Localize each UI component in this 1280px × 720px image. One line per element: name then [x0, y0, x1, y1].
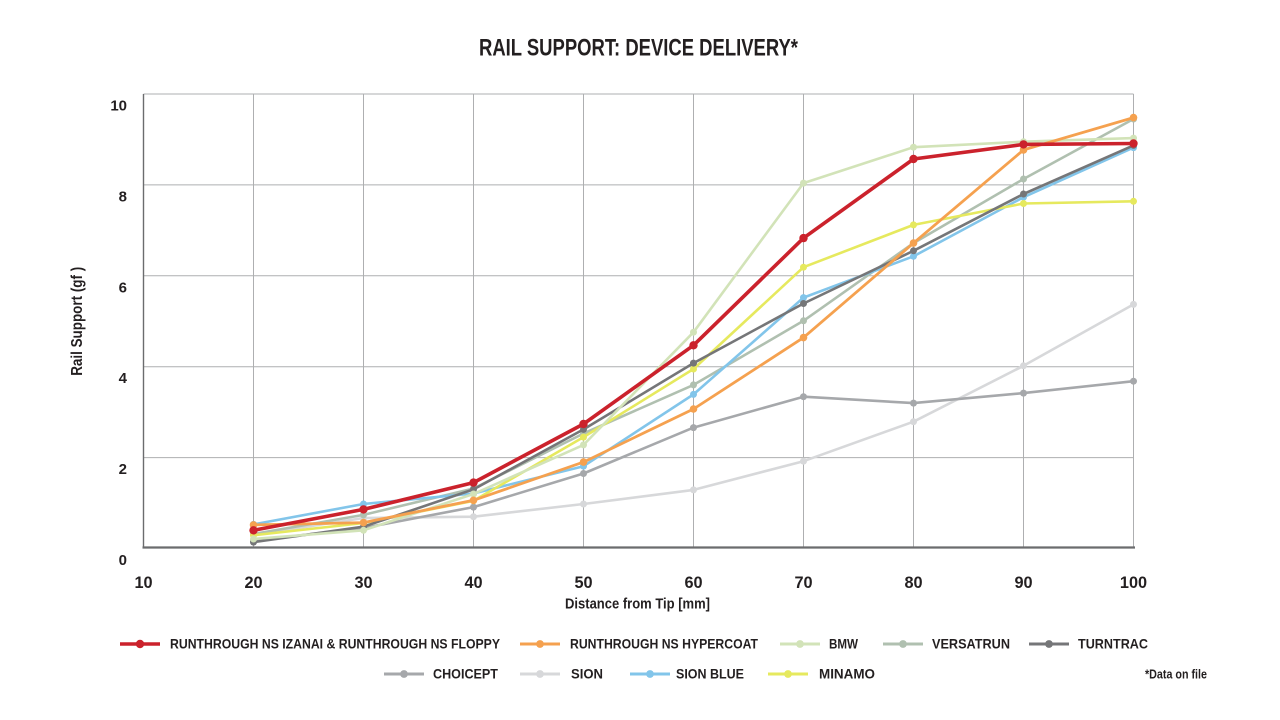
svg-text:70: 70	[794, 574, 812, 592]
svg-text:CHOICEPT: CHOICEPT	[433, 666, 498, 682]
svg-text:RAIL SUPPORT: DEVICE DELIVERY*: RAIL SUPPORT: DEVICE DELIVERY*	[479, 34, 798, 61]
svg-text:2: 2	[119, 461, 127, 478]
svg-text:6: 6	[119, 279, 127, 296]
svg-text:100: 100	[1120, 574, 1147, 592]
svg-text:Rail Support (gf ): Rail Support (gf )	[69, 267, 86, 376]
svg-text:50: 50	[574, 574, 592, 592]
svg-text:90: 90	[1014, 574, 1032, 592]
svg-text:VERSATRUN: VERSATRUN	[932, 636, 1010, 652]
svg-text:60: 60	[684, 574, 702, 592]
svg-text:*Data on file: *Data on file	[1145, 668, 1207, 682]
svg-text:20: 20	[244, 574, 262, 592]
svg-text:BMW: BMW	[829, 636, 859, 652]
svg-text:RUNTHROUGH NS HYPERCOAT: RUNTHROUGH NS HYPERCOAT	[570, 636, 758, 652]
svg-text:80: 80	[904, 574, 922, 592]
svg-text:40: 40	[464, 574, 482, 592]
svg-text:SION: SION	[571, 666, 603, 682]
svg-text:MINAMO: MINAMO	[819, 666, 875, 682]
svg-text:TURNTRAC: TURNTRAC	[1078, 636, 1148, 652]
svg-text:30: 30	[354, 574, 372, 592]
svg-text:8: 8	[119, 188, 127, 205]
svg-text:10: 10	[110, 98, 127, 115]
svg-text:RUNTHROUGH NS IZANAI & RUNTHRO: RUNTHROUGH NS IZANAI & RUNTHROUGH NS FLO…	[170, 636, 501, 652]
svg-text:10: 10	[134, 574, 152, 592]
svg-text:0: 0	[119, 552, 127, 569]
svg-text:Distance from Tip [mm]: Distance from Tip [mm]	[565, 595, 710, 612]
svg-text:4: 4	[119, 370, 128, 387]
svg-text:SION BLUE: SION BLUE	[676, 666, 744, 682]
